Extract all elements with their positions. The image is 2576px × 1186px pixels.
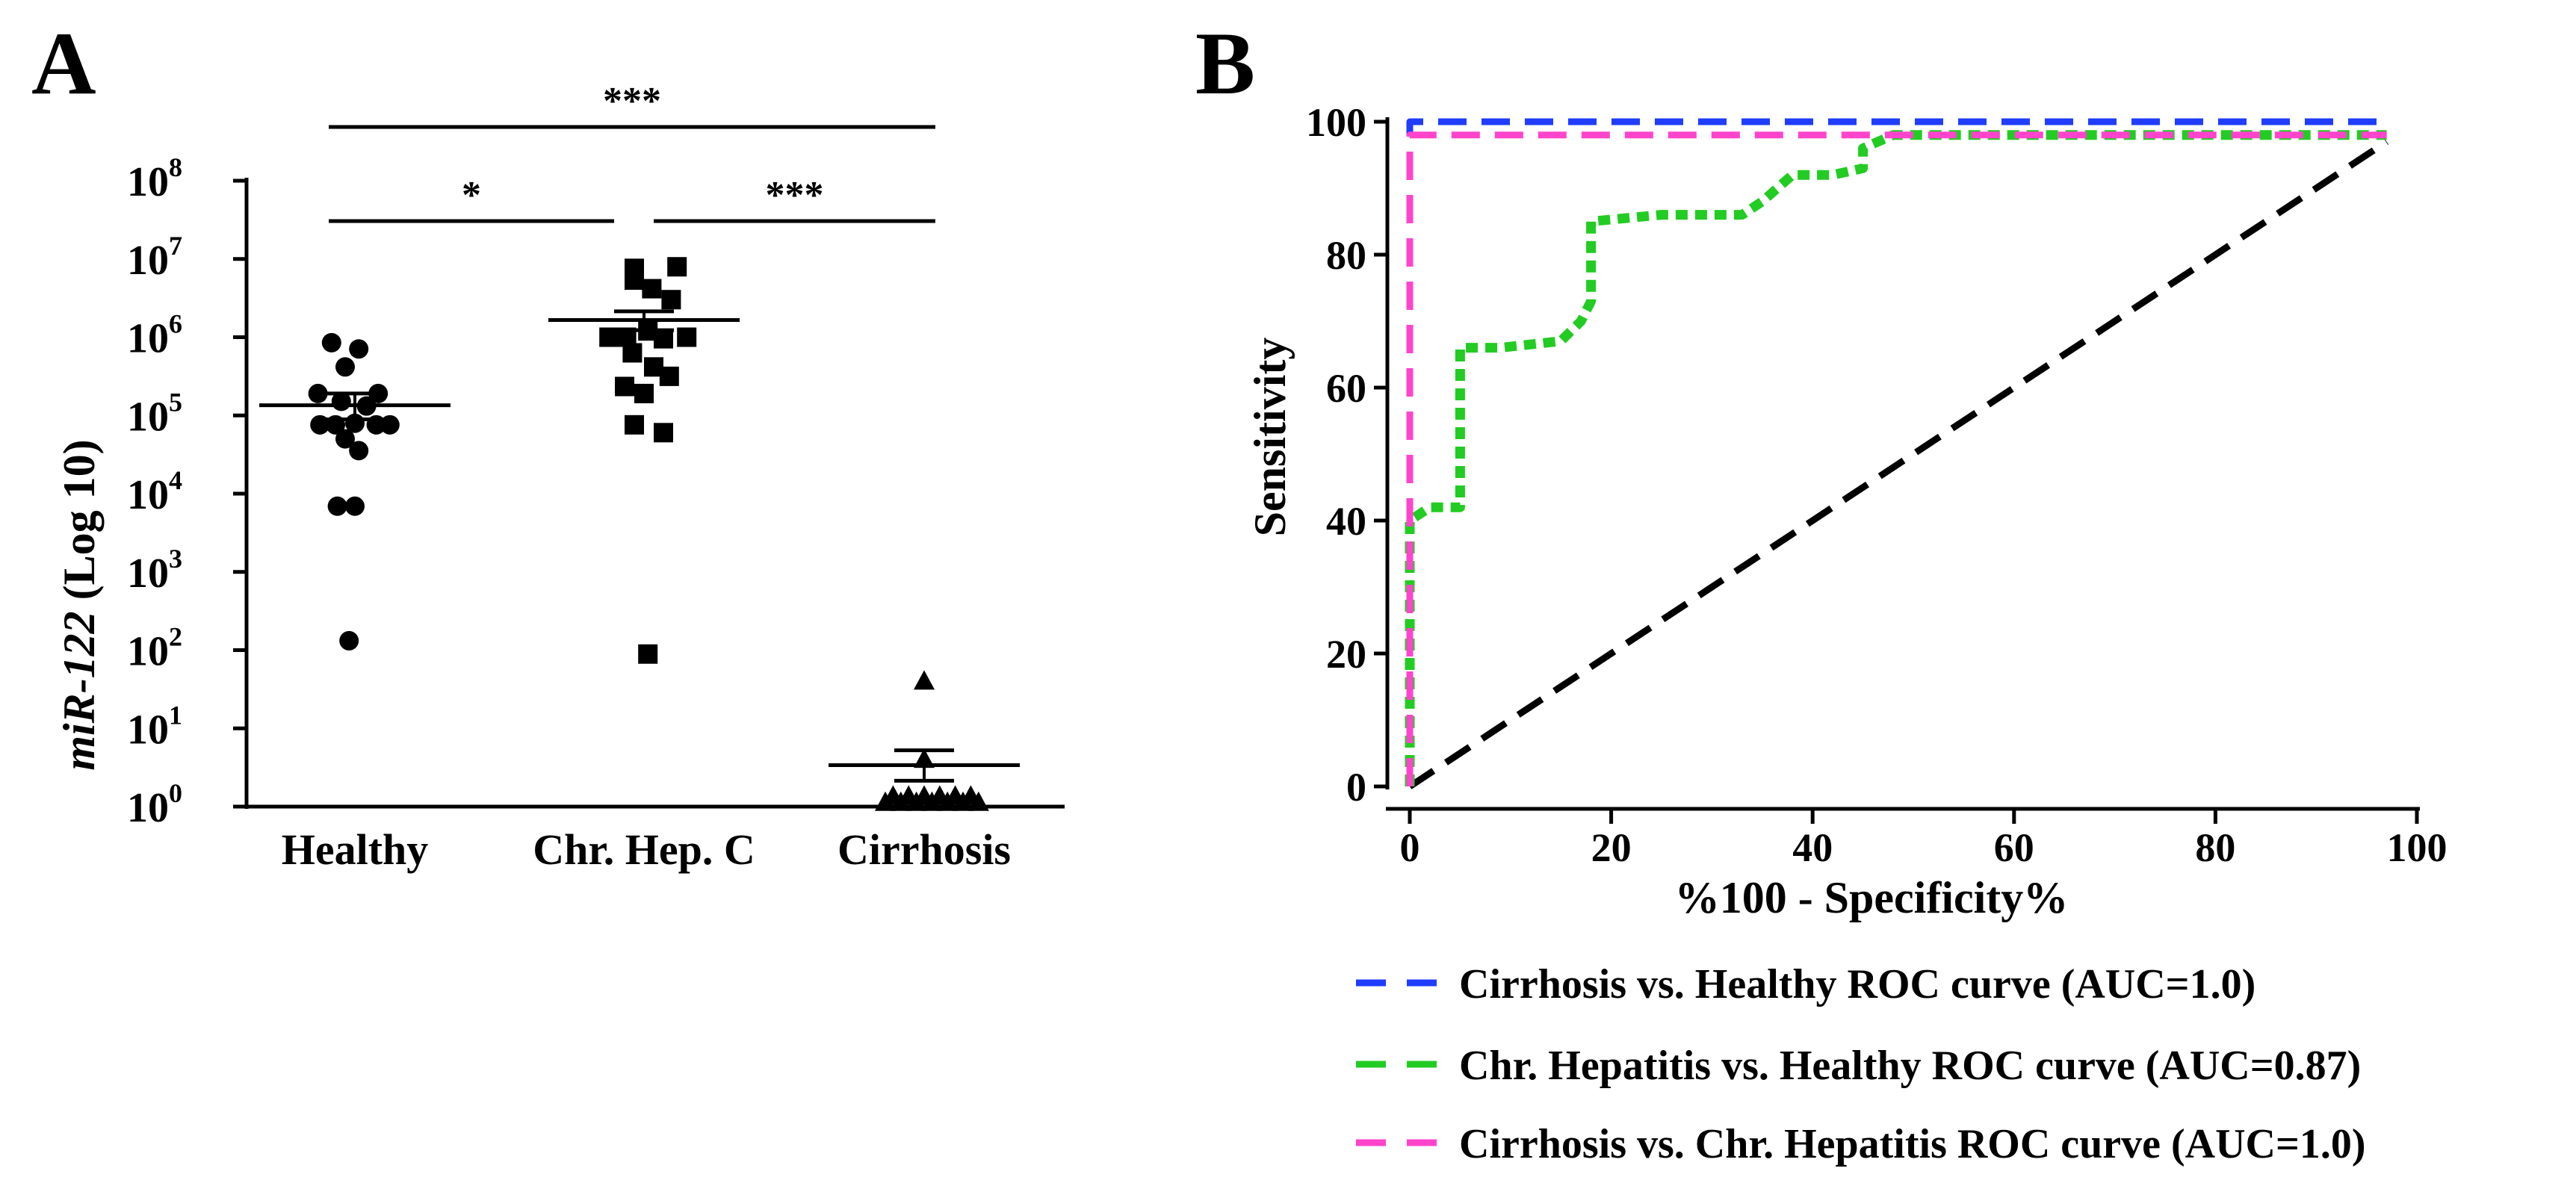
cirrhosis-point	[944, 785, 966, 805]
cirrhosis-point	[882, 785, 904, 805]
cirrhosis-point	[898, 785, 920, 805]
cirrhosis-point	[960, 785, 982, 805]
y-tick-label: 101	[127, 700, 182, 753]
y-tick-label: 80	[1326, 233, 1366, 278]
roc-series-line	[1405, 130, 2387, 786]
x-axis: Healthy Chr. Hep. C Cirrhosis	[245, 804, 1065, 874]
hepc-point	[625, 415, 644, 435]
significance-label: *	[462, 174, 481, 217]
hepc-point	[659, 366, 679, 386]
roc-series-line	[1406, 131, 2387, 786]
panel-b: B 0 20 40 60 80 100 0 20 40 60 80 100 %100 - Specif…	[1195, 13, 2447, 1167]
mean-sem-bars	[259, 309, 1020, 783]
y-tick-label: 107	[127, 231, 182, 284]
hepc-point	[642, 279, 662, 299]
legend-label: Chr. Hepatitis vs. Healthy ROC curve (AU…	[1459, 1043, 2361, 1089]
y-axis: 100 101 102 103 104 105 106 107 108	[127, 152, 249, 831]
x-tick-label: Healthy	[282, 825, 429, 874]
y-tick-label: 102	[127, 622, 182, 675]
panel-b-label: B	[1195, 13, 1255, 113]
x-tick-label: 20	[1591, 825, 1632, 870]
x-tick-label: 0	[1400, 825, 1420, 870]
cirrhosis-point	[914, 785, 935, 805]
x-tick-label: 80	[2195, 825, 2235, 870]
hepc-point	[638, 644, 658, 664]
x-tick-label: 60	[1994, 825, 2034, 870]
x-tick-label: 40	[1792, 825, 1833, 870]
data-points	[308, 257, 989, 811]
y-tick-label: 103	[127, 544, 182, 597]
y-axis-label: miR-122 (Log 10)	[55, 439, 104, 770]
hepc-point	[634, 383, 654, 403]
y-tick-label: 0	[1346, 765, 1366, 810]
legend: Cirrhosis vs. Healthy ROC curve (AUC=1.0…	[1356, 961, 2366, 1167]
significance-brackets: * ******	[329, 80, 935, 223]
healthy-point	[339, 630, 359, 651]
hepc-point	[622, 343, 643, 363]
y-tick-label: 108	[127, 152, 182, 205]
y-tick-label: 60	[1326, 366, 1366, 411]
y-tick-label: 104	[127, 465, 182, 518]
hepc-point	[667, 257, 687, 277]
hepc-point	[615, 376, 634, 397]
y-axis-label-unit: (Log 10)	[55, 439, 104, 611]
y-tick-label: 20	[1326, 632, 1366, 677]
significance-label: ***	[766, 174, 824, 217]
roc-axes: 0 20 40 60 80 100 0 20 40 60 80 100	[1306, 100, 2447, 870]
healthy-point	[380, 415, 400, 435]
cirrhosis-point	[929, 785, 950, 805]
legend-label: Cirrhosis vs. Healthy ROC curve (AUC=1.0…	[1459, 961, 2255, 1008]
healthy-point	[349, 441, 369, 461]
healthy-point	[335, 429, 355, 449]
y-tick-label: 100	[127, 778, 182, 831]
x-tick-label: 100	[2387, 825, 2447, 870]
hepc-point	[677, 327, 697, 347]
x-tick-label: Cirrhosis	[837, 825, 1011, 874]
healthy-point	[349, 339, 369, 359]
y-tick-label: 40	[1326, 499, 1366, 544]
hepc-point	[654, 329, 673, 349]
healthy-point	[327, 496, 347, 516]
healthy-point	[345, 496, 365, 516]
healthy-point	[321, 332, 341, 353]
roc-series	[1405, 118, 2389, 789]
panel-a-label: A	[31, 13, 96, 113]
hepc-point	[661, 290, 681, 310]
roc-series-line	[1408, 138, 2389, 789]
x-axis-label: %100 - Specificity%	[1675, 873, 2069, 922]
hepc-point	[625, 270, 644, 291]
healthy-point	[308, 383, 328, 403]
hepc-point	[654, 423, 673, 443]
cirrhosis-point	[914, 670, 935, 690]
y-axis-label-italic: miR-122	[55, 611, 104, 770]
y-tick-label: 105	[127, 387, 182, 440]
y-tick-label: 106	[127, 309, 182, 362]
legend-label: Cirrhosis vs. Chr. Hepatitis ROC curve (…	[1459, 1121, 2366, 1167]
healthy-point	[310, 415, 330, 435]
significance-label: ***	[603, 80, 661, 122]
y-axis-label-sensitivity: Sensitivity	[1245, 338, 1295, 537]
x-tick-label: Chr. Hep. C	[533, 825, 755, 874]
y-tick-label: 100	[1306, 100, 1366, 145]
healthy-point	[335, 357, 355, 377]
